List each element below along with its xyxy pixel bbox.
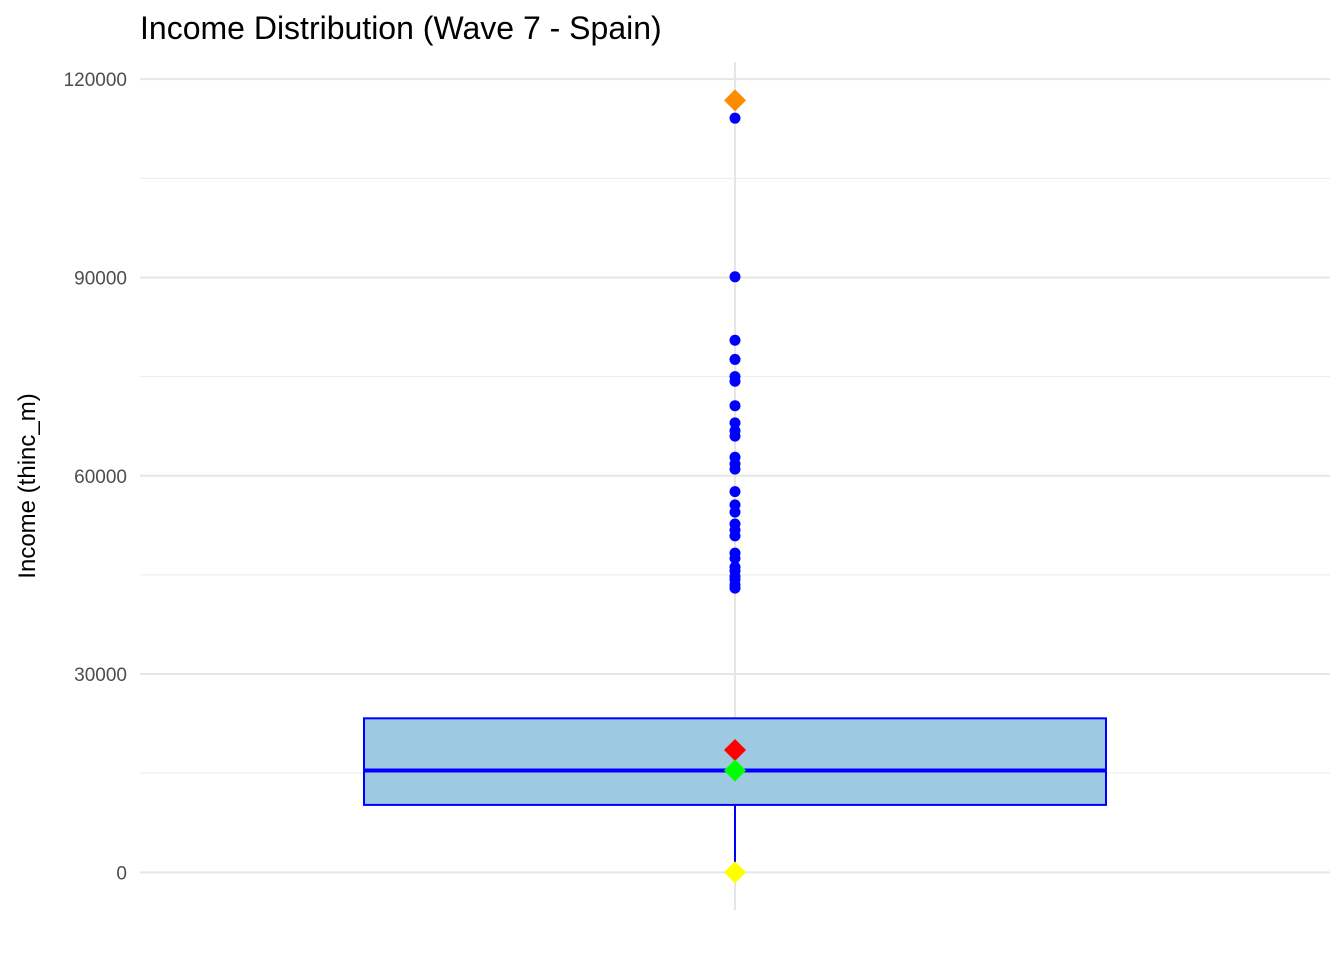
outlier-point [729, 463, 741, 475]
outlier-point [729, 417, 741, 429]
tick-layer: 0 30000 60000 90000 120000 [64, 70, 127, 884]
outlier-point [729, 552, 741, 564]
outlier-point [729, 375, 741, 387]
point-layer [724, 89, 746, 884]
outlier-point [729, 486, 741, 498]
outlier-point [729, 334, 741, 346]
y-tick-label: 0 [116, 863, 127, 884]
diamond-marker [724, 739, 746, 762]
outlier-point [729, 582, 741, 594]
y-tick-label: 60000 [74, 467, 127, 488]
diamond-marker [724, 759, 746, 782]
outlier-point [729, 112, 741, 124]
outlier-point [729, 271, 741, 283]
outlier-point [729, 530, 741, 542]
y-tick-label: 30000 [74, 665, 127, 686]
y-axis-label: Income (thinc_m) [14, 393, 41, 578]
y-tick-label: 90000 [74, 268, 127, 289]
outlier-point [729, 400, 741, 412]
outlier-point [729, 353, 741, 365]
diamond-marker [724, 89, 746, 112]
outlier-point [729, 430, 741, 442]
chart-title: Income Distribution (Wave 7 - Spain) [140, 10, 662, 46]
outlier-point [729, 506, 741, 518]
diamond-marker [724, 861, 746, 884]
y-tick-label: 120000 [64, 70, 127, 91]
